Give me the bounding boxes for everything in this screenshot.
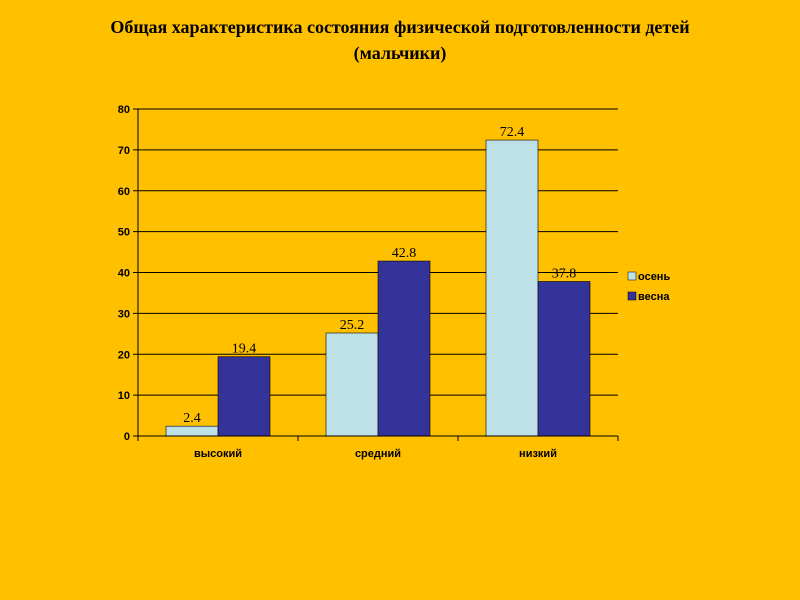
y-tick-label: 60 (118, 186, 130, 198)
legend-swatch-весна (627, 291, 637, 301)
data-label: 2.4 (183, 411, 201, 426)
y-tick-label: 30 (118, 308, 130, 320)
data-label: 37.8 (552, 266, 577, 281)
x-category-label: высокий (194, 448, 242, 460)
y-tick-label: 0 (124, 431, 130, 443)
y-tick-label: 40 (118, 268, 130, 280)
data-label: 19.4 (232, 342, 257, 357)
x-category-label: средний (355, 448, 401, 460)
bar-весна-низкий (537, 281, 591, 437)
legend-label: весна (638, 291, 670, 303)
bar-осень-высокий (165, 425, 219, 437)
data-label: 72.4 (500, 125, 525, 140)
data-label: 25.2 (340, 318, 365, 333)
y-tick-label: 10 (118, 390, 130, 402)
bar-весна-средний (377, 260, 431, 437)
bar-осень-низкий (485, 139, 539, 437)
data-label: 42.8 (392, 246, 417, 261)
chart-title-line-1: Общая характеристика состояния физическо… (110, 17, 690, 37)
legend-swatch-осень (627, 271, 637, 281)
y-tick-label: 50 (118, 227, 130, 239)
chart-title: Общая характеристика состояния физическо… (0, 14, 800, 66)
legend-label: осень (638, 271, 670, 283)
bar-весна-высокий (217, 356, 271, 437)
y-tick-label: 20 (118, 349, 130, 361)
x-category-label: низкий (519, 448, 557, 460)
chart-title-line-2: (мальчики) (353, 43, 447, 63)
bar-осень-средний (325, 332, 379, 437)
y-tick-label: 70 (118, 145, 130, 157)
y-tick-label: 80 (118, 104, 130, 116)
